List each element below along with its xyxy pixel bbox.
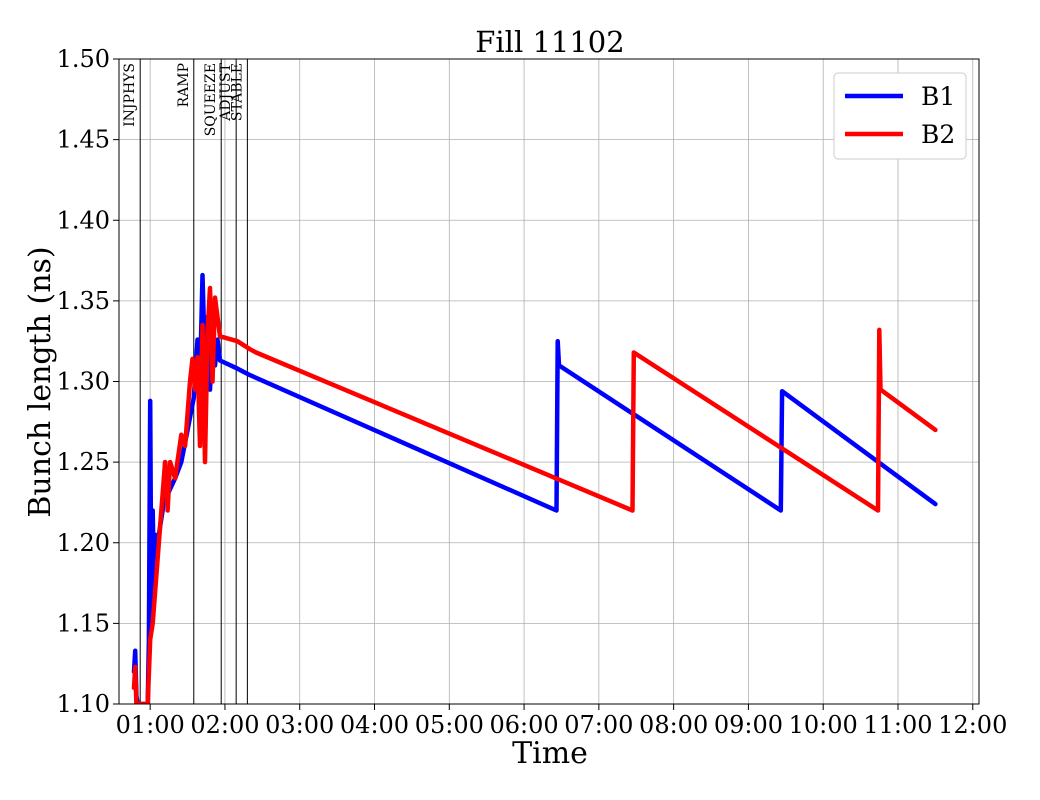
x-axis-ticks: 01:00 02:00 03:00 04:00 05:00 06:00 07:00 08:00… [116,704,1007,739]
data-series [131,272,938,704]
x-tick-label: 06:00 [489,711,558,739]
x-tick-label: 05:00 [415,711,484,739]
beam-mode-label: INJPHYS [122,63,138,127]
x-tick-label: 02:00 [190,711,259,739]
x-tick-label: 09:00 [714,711,783,739]
x-tick-label: 10:00 [789,711,858,739]
x-tick-label: 07:00 [564,711,633,739]
y-tick-label: 1.45 [57,126,110,154]
y-tick-label: 1.40 [57,206,110,234]
y-tick-label: 1.25 [57,448,110,476]
y-tick-label: 1.35 [57,287,110,315]
x-tick-label: 12:00 [938,711,1007,739]
y-tick-label: 1.20 [57,529,110,557]
series-line-b1 [131,272,938,704]
y-tick-label: 1.50 [57,45,110,73]
y-tick-label: 1.10 [57,690,110,718]
y-axis-ticks: 1.10 1.15 1.20 1.25 1.30 1.35 1.40 1.45 1.50 [57,45,119,718]
y-tick-label: 1.30 [57,368,110,396]
x-axis-label: Time [512,736,588,771]
x-tick-label: 03:00 [265,711,334,739]
series-line-b2 [131,285,938,704]
x-tick-label: 04:00 [340,711,409,739]
beam-mode-label: SQUEEZE [203,63,219,136]
x-tick-label: 08:00 [639,711,708,739]
x-tick-label: 01:00 [116,711,185,739]
legend-label-b2: B2 [921,120,955,149]
legend-label-b1: B1 [921,82,955,111]
beam-mode-label: RAMP [176,63,192,107]
chart-title: Fill 11102 [475,25,624,59]
y-axis-label: Bunch length (ns) [23,246,58,517]
beam-mode-label: ADJUST [218,62,234,121]
y-tick-label: 1.15 [57,609,110,637]
x-tick-label: 11:00 [863,711,932,739]
beam-mode-label: STABLE [229,63,245,121]
